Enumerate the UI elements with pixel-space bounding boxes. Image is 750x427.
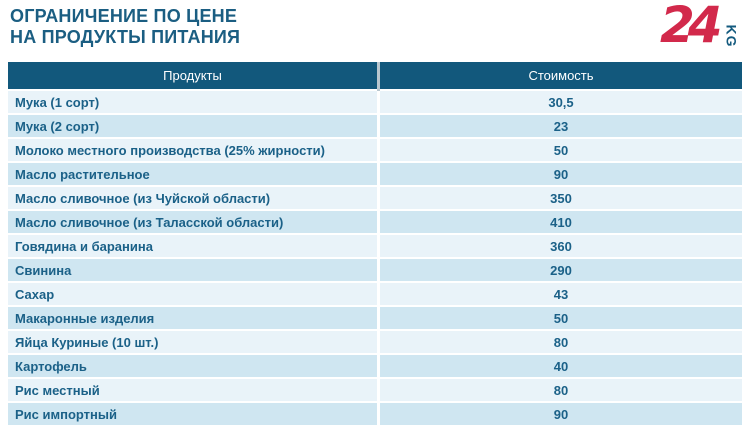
product-cell: Масло растительное [8,162,380,187]
product-cell: Рис местный [8,378,380,403]
price-cell: 410 [378,210,742,235]
price-cell: 40 [378,354,742,379]
logo-number: 24 [660,0,723,54]
price-cell: 90 [378,402,742,427]
table-row: Масло сливочное (из Чуйской области) 350 [8,186,742,211]
price-cell: 360 [378,234,742,259]
column-header-price: Стоимость [378,62,742,91]
table-row: Мука (2 сорт) 23 [8,114,742,139]
table-row: Говядина и баранина 360 [8,234,742,259]
table-row: Свинина 290 [8,258,742,283]
table-row: Рис местный 80 [8,378,742,403]
infographic-page: ОГРАНИЧЕНИЕ ПО ЦЕНЕ НА ПРОДУКТЫ ПИТАНИЯ … [8,0,742,427]
price-cell: 90 [378,162,742,187]
price-cell: 23 [378,114,742,139]
logo-country-code: KG [723,24,740,48]
table-row: Яйца Куриные (10 шт.) 80 [8,330,742,355]
price-cell: 80 [378,330,742,355]
table-row: Рис импортный 90 [8,402,742,427]
product-cell: Мука (1 сорт) [8,90,380,115]
column-header-products: Продукты [8,62,380,91]
product-cell: Говядина и баранина [8,234,380,259]
price-cell: 290 [378,258,742,283]
page-title: ОГРАНИЧЕНИЕ ПО ЦЕНЕ НА ПРОДУКТЫ ПИТАНИЯ [10,6,240,48]
product-cell: Яйца Куриные (10 шт.) [8,330,380,355]
price-cell: 80 [378,378,742,403]
price-cell: 350 [378,186,742,211]
table-row: Макаронные изделия 50 [8,306,742,331]
24kg-logo: 24 KG [660,0,740,54]
page-title-line2: НА ПРОДУКТЫ ПИТАНИЯ [10,27,241,47]
product-cell: Мука (2 сорт) [8,114,380,139]
price-cell: 50 [378,138,742,163]
page-title-line1: ОГРАНИЧЕНИЕ ПО ЦЕНЕ [10,6,238,26]
price-cell: 43 [378,282,742,307]
product-cell: Масло сливочное (из Чуйской области) [8,186,380,211]
table-row: Масло растительное 90 [8,162,742,187]
product-cell: Картофель [8,354,380,379]
product-cell: Масло сливочное (из Таласской области) [8,210,380,235]
table-row: Сахар 43 [8,282,742,307]
price-cell: 30,5 [378,90,742,115]
price-table-container: Продукты Стоимость Мука (1 сорт) 30,5 Мука… [8,62,742,427]
product-cell: Свинина [8,258,380,283]
price-cell: 50 [378,306,742,331]
product-cell: Сахар [8,282,380,307]
price-table: Продукты Стоимость Мука (1 сорт) 30,5 Мука… [8,62,742,427]
table-row: Картофель 40 [8,354,742,379]
table-row: Мука (1 сорт) 30,5 [8,90,742,115]
price-table-body: Мука (1 сорт) 30,5 Мука (2 сорт) 23 Молоко м… [8,90,742,427]
product-cell: Макаронные изделия [8,306,380,331]
product-cell: Рис импортный [8,402,380,427]
table-row: Молоко местного производства (25% жирнос… [8,138,742,163]
product-cell: Молоко местного производства (25% жирнос… [8,138,380,163]
table-header-row: Продукты Стоимость [8,62,742,91]
table-row: Масло сливочное (из Таласской области) 41… [8,210,742,235]
